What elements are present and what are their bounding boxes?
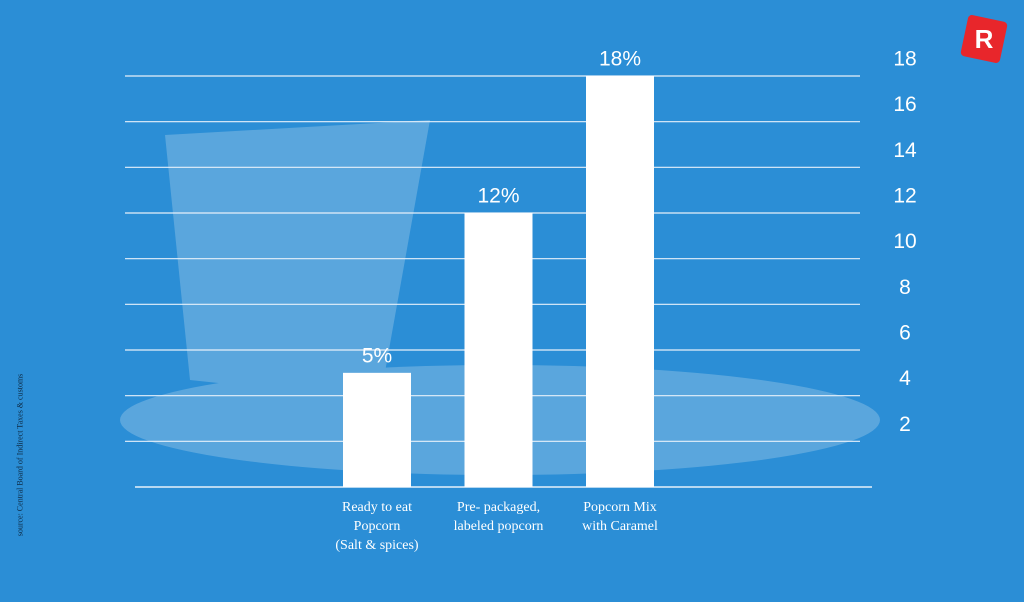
y-tick-label: 12: [893, 185, 916, 208]
data-label: 5%: [362, 344, 392, 367]
x-tick-label: Ready to eat Popcorn (Salt & spices): [335, 500, 419, 553]
x-tick-label: Pre- packaged, labeled popcorn: [453, 500, 544, 534]
y-tick-label: 8: [899, 276, 911, 299]
data-label: 18%: [599, 48, 641, 71]
x-tick-label: Popcorn Mix with Caramel: [582, 500, 658, 534]
y-tick-label: 2: [899, 413, 911, 436]
y-tick-label: 18: [893, 48, 916, 71]
y-tick-label: 4: [899, 367, 911, 390]
bar: [464, 213, 533, 487]
bar: [586, 76, 654, 487]
svg-text:R: R: [975, 24, 994, 54]
y-tick-label: 16: [893, 93, 916, 116]
data-label: 12%: [477, 185, 519, 208]
source-note: source: Central Board of Indirect Taxes …: [15, 373, 25, 537]
y-tick-label: 14: [893, 139, 917, 162]
y-tick-label: 6: [899, 322, 911, 345]
bar: [343, 372, 411, 487]
y-tick-label: 10: [893, 230, 916, 253]
logo: R: [960, 15, 1008, 63]
